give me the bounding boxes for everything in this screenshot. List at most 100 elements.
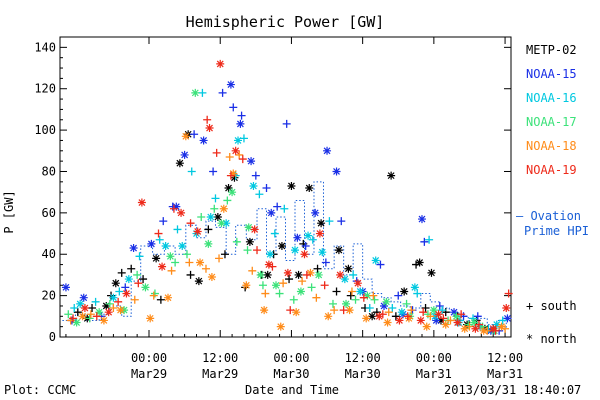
y-tick-label: 80 (42, 164, 56, 178)
north-point (216, 59, 225, 68)
south-point (351, 295, 360, 304)
north-point (317, 219, 326, 228)
north-point (226, 80, 235, 89)
south-point (235, 150, 244, 159)
north-point (293, 233, 302, 242)
y-tick-label: 120 (34, 82, 56, 96)
north-point (147, 239, 156, 248)
north-point (356, 287, 365, 296)
north-point (177, 208, 186, 217)
north-point (371, 256, 380, 265)
south-point (446, 316, 455, 325)
north-point (324, 312, 333, 321)
north-point (410, 283, 419, 292)
north-point (217, 219, 226, 228)
north-point (387, 171, 396, 180)
north-point (191, 88, 200, 97)
north-point (178, 241, 187, 250)
north-point (453, 318, 462, 327)
x-tick-label-date: Mar31 (487, 367, 523, 381)
south-point (211, 194, 220, 203)
north-point (194, 277, 203, 286)
north-point (230, 173, 239, 182)
north-point (332, 167, 341, 176)
x-tick-label-time: 12:00 (345, 351, 381, 365)
south-point (298, 277, 307, 286)
south-point (133, 270, 142, 279)
north-point (422, 322, 431, 331)
south-point (391, 312, 400, 321)
north-point (146, 314, 155, 323)
north-point (80, 304, 89, 313)
south-point (201, 264, 210, 273)
south-point (439, 314, 448, 323)
south-point (115, 287, 124, 296)
north-point (242, 281, 251, 290)
south-point (325, 217, 334, 226)
north-point (234, 136, 243, 145)
south-point (150, 289, 159, 298)
north-point (470, 318, 479, 327)
north-point (417, 215, 426, 224)
north-point (199, 136, 208, 145)
y-axis-label: P [GW] (2, 190, 16, 233)
north-point (245, 237, 254, 246)
south-point (187, 167, 196, 176)
south-point (204, 225, 213, 234)
north-point (382, 297, 391, 306)
south-point (438, 306, 447, 315)
south-point (186, 219, 195, 228)
south-point (261, 289, 270, 298)
chart-title: Hemispheric Power [GW] (186, 13, 385, 31)
plot-frame (59, 36, 512, 338)
north-point (204, 239, 213, 248)
north-point (231, 146, 240, 155)
north-point (206, 213, 215, 221)
north-point (72, 318, 81, 327)
north-point (311, 208, 320, 217)
south-point (237, 111, 246, 120)
north-point (362, 314, 371, 323)
y-tick-label: 140 (34, 40, 56, 54)
north-point (122, 289, 131, 298)
north-point (141, 283, 150, 292)
north-point (213, 213, 222, 221)
south-symbol-key: + south (526, 299, 577, 313)
south-point (403, 312, 412, 321)
south-point (279, 279, 288, 288)
north-point (111, 279, 120, 288)
legend-entry: NOAA-15 (526, 67, 577, 81)
south-point (347, 287, 356, 296)
north-point (61, 283, 70, 292)
north-point (398, 310, 407, 319)
north-point (502, 304, 511, 313)
south-point (270, 229, 279, 238)
north-point (315, 229, 324, 238)
south-point (171, 258, 180, 267)
south-point (149, 291, 158, 300)
south-point (474, 320, 483, 329)
north-point (256, 270, 265, 279)
north-point (497, 322, 506, 331)
north-point (263, 270, 272, 279)
north-point (416, 316, 425, 325)
north-point (503, 314, 512, 323)
south-point (190, 130, 199, 139)
north-point (336, 270, 345, 279)
south-point (320, 281, 329, 290)
legend-entry: NOAA-17 (526, 115, 577, 129)
south-point (328, 299, 337, 308)
south-point (498, 316, 507, 325)
south-point (426, 312, 435, 321)
south-point (209, 167, 218, 176)
south-point (282, 119, 291, 128)
x-tick-label-time: 00:00 (131, 351, 167, 365)
south-point (238, 155, 247, 164)
north-point (479, 326, 488, 335)
south-point (421, 304, 430, 313)
north-point (292, 308, 301, 317)
north-point (400, 287, 409, 296)
south-point (212, 148, 221, 157)
x-tick-label-time: 12:00 (487, 351, 523, 365)
